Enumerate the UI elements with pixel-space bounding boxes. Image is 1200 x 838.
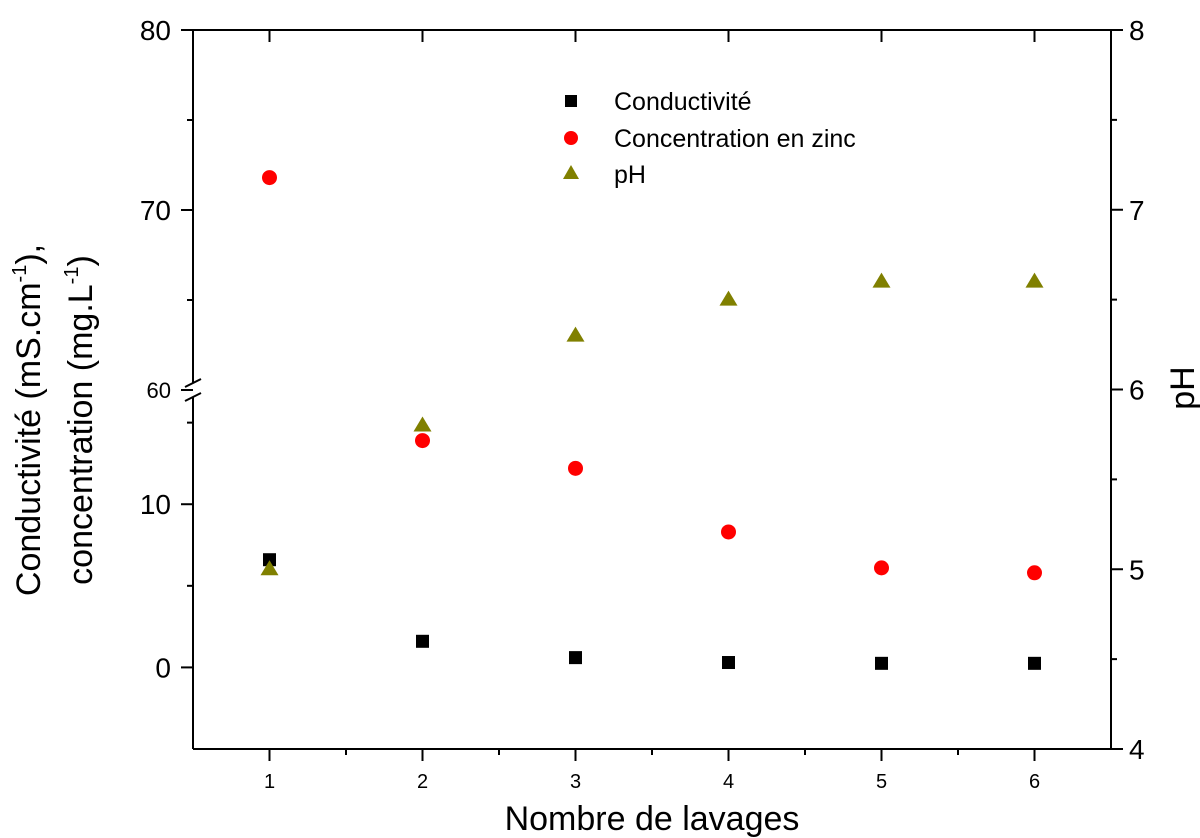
x-tick-label: 1 [264,771,275,793]
y-left-tick-label: 70 [140,195,171,226]
y-right-tick-label: 8 [1129,15,1145,46]
data-point-conductivite [416,634,429,648]
y-left-tick-label: 80 [140,15,171,46]
y-right-tick-label: 5 [1129,554,1145,585]
data-point-ph [566,326,585,342]
x-tick-label: 3 [570,771,581,793]
data-point-conductivite [875,656,888,670]
x-axis-label: Nombre de lavages [505,800,800,838]
data-point-zinc [1027,565,1042,581]
y-left-tick-label: 0 [155,652,171,683]
data-point-conductivite [569,651,582,665]
y-left-tick-label: 10 [140,489,171,520]
legend-label-conductivite: Conductivité [614,88,752,116]
y-right-tick-label: 4 [1129,734,1145,765]
y-right-axis-label: pH [1164,366,1200,409]
legend-marker-zinc [564,131,578,145]
x-tick-label: 6 [1029,771,1040,793]
data-point-zinc [415,433,430,449]
data-marks [260,170,1044,670]
axis-ticks [181,29,1123,761]
legend-label-ph: pH [614,161,646,189]
data-point-conductivite [263,553,276,567]
x-tick-label: 5 [876,771,887,793]
data-point-ph [260,560,279,576]
data-point-ph [1025,272,1044,288]
data-point-zinc [874,560,889,576]
data-point-zinc [262,170,277,186]
data-point-ph [719,290,738,306]
legend-marker-ph [563,165,579,179]
y-left-axis-label-line1: Conductivité (mS.cm-1), [9,244,48,596]
data-point-zinc [721,524,736,540]
legend: Conductivité Concentration en zinc pH [563,88,856,189]
y-right-tick-label: 7 [1129,195,1145,226]
axis-break-mark [184,392,202,402]
legend-marker-conductivite [565,95,577,107]
data-point-ph [872,272,891,288]
y-left-axis-label-line2: concentration (mg.L-1) [61,255,100,585]
data-point-zinc [568,460,583,476]
legend-label-zinc: Concentration en zinc [614,125,856,153]
data-point-conductivite [722,656,735,670]
svg-text:pH: pH [1164,366,1200,409]
x-tick-label: 2 [417,771,428,793]
data-point-conductivite [1028,656,1041,670]
svg-text:Conductivité (mS.cm-1),: Conductivité (mS.cm-1), [9,244,48,596]
y-right-tick-label: 6 [1129,375,1145,406]
svg-text:concentration (mg.L-1): concentration (mg.L-1) [61,255,100,585]
x-tick-label: 4 [723,771,734,793]
y-left-tick-label: 60 [147,378,171,403]
axis-break-mark [184,378,202,388]
data-point-ph [413,416,432,432]
